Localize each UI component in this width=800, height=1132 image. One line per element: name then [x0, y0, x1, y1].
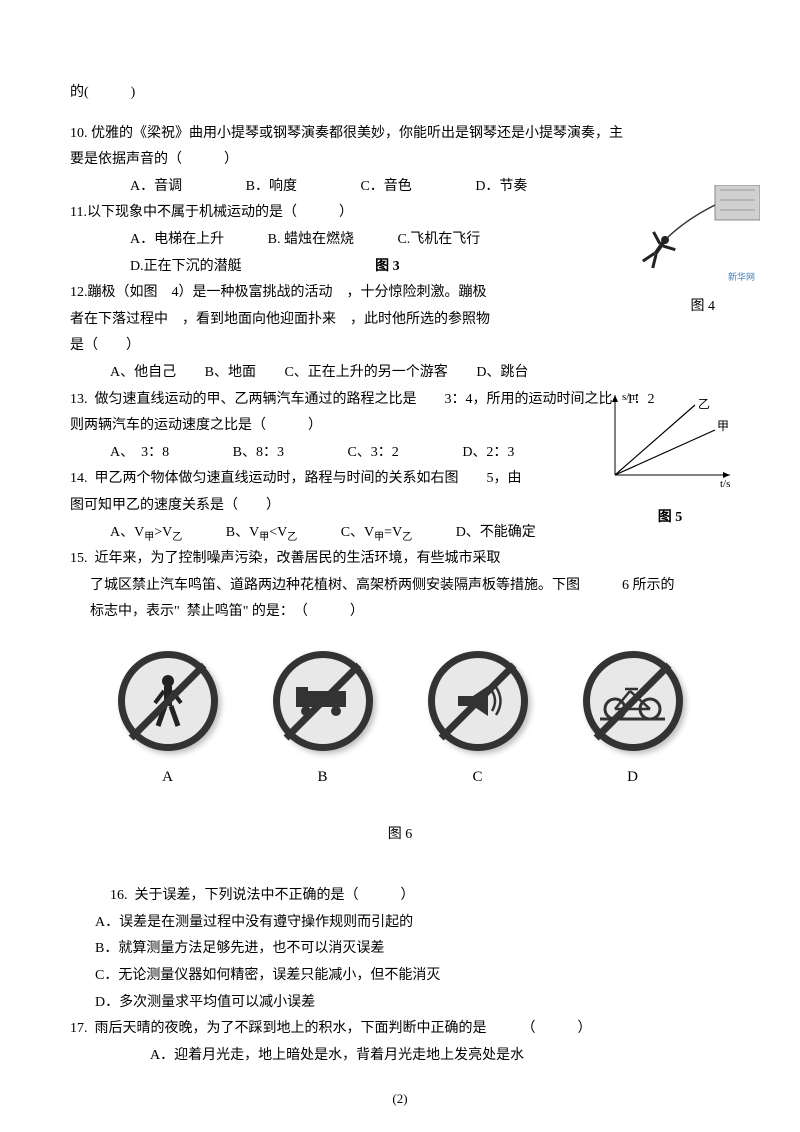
q12-line3: 是（ ） — [70, 333, 730, 360]
bungee-image: 新华网 — [615, 185, 760, 285]
q10-opt-d: D．节奏 — [475, 174, 527, 201]
q17-line1: 17. 雨后天晴的夜晚，为了不踩到地上的积水，下面判断中正确的是 （ ） — [70, 1016, 730, 1043]
velocity-graph: s/m t/s 乙 甲 图 5 — [600, 390, 740, 510]
svg-text:s/m: s/m — [622, 391, 638, 403]
sign-b: B — [273, 651, 373, 792]
fig4-label: 图 4 — [691, 294, 716, 321]
no-truck-icon — [273, 651, 373, 751]
q14-opt-c: C、V甲=V乙 — [341, 520, 412, 547]
q10-opt-a: A．音调 — [130, 174, 182, 201]
fig5-label: 图 5 — [600, 505, 740, 532]
q12-opt-b: B、地面 — [205, 360, 256, 387]
q14-opt-d: D、不能确定 — [456, 520, 536, 547]
q12-opt-a: A、他自己 — [110, 360, 176, 387]
q12-line2: 者在下落过程中 ，看到地面向他迎面扑来 ，此时他所选的参照物 — [70, 307, 730, 334]
q16-opt-d: D．多次测量求平均值可以减小误差 — [70, 990, 730, 1017]
q14-opt-a: A、V甲>V乙 — [110, 520, 182, 547]
q12-options: A、他自己 B、地面 C、正在上升的另一个游客 D、跳台 — [70, 360, 730, 387]
sign-a-label: A — [118, 763, 218, 792]
q13-opt-a: A、 3：8 — [110, 440, 169, 467]
q13-opt-d: D、2：3 — [462, 440, 514, 467]
sign-d: D — [583, 651, 683, 792]
q12-opt-c: C、正在上升的另一个游客 — [284, 360, 447, 387]
sign-d-label: D — [583, 763, 683, 792]
sign-a: A — [118, 651, 218, 792]
q10-opt-c: C．音色 — [360, 174, 411, 201]
q16-opt-a: A．误差是在测量过程中没有遵守操作规则而引起的 — [70, 910, 730, 937]
svg-text:乙: 乙 — [698, 397, 710, 411]
fig3-label: 图 3 — [375, 259, 400, 274]
q17-opt-a: A．迎着月光走，地上暗处是水，背着月光走地上发亮处是水 — [70, 1043, 730, 1070]
svg-text:新华网: 新华网 — [728, 271, 755, 282]
q16-opt-c: C．无论测量仪器如何精密，误差只能减小，但不能消灭 — [70, 963, 730, 990]
svg-text:甲: 甲 — [717, 419, 729, 433]
q11-opt-b: B. 蜡烛在燃烧 — [268, 227, 354, 254]
svg-text:t/s: t/s — [720, 478, 730, 490]
q14-opt-b: B、V甲<V乙 — [226, 520, 297, 547]
q15-line3: 标志中，表示" 禁止鸣笛" 的是： （ ） — [70, 599, 730, 626]
q16-opt-b: B．就算测量方法足够先进，也不可以消灭误差 — [70, 936, 730, 963]
q15-line1: 15. 近年来，为了控制噪声污染，改善居民的生活环境，有些城市采取 — [70, 546, 730, 573]
q10-opt-b: B．响度 — [246, 174, 297, 201]
q13-opt-b: B、8：3 — [233, 440, 284, 467]
question-prefix: 的( ) — [70, 80, 730, 107]
q10-line2: 要是依据声音的（ ） — [70, 147, 730, 174]
no-horn-icon — [428, 651, 528, 751]
q12-opt-d: D、跳台 — [476, 360, 528, 387]
q11-opt-a: A．电梯在上升 — [130, 227, 224, 254]
signs-row: A B C — [90, 651, 710, 792]
q16-line1: 16. 关于误差，下列说法中不正确的是（ ） — [70, 883, 730, 910]
sign-c: C — [428, 651, 528, 792]
q10-line1: 10. 优雅的《梁祝》曲用小提琴或钢琴演奏都很美妙，你能听出是钢琴还是小提琴演奏… — [70, 121, 730, 148]
q11-opt-c: C.飞机在飞行 — [397, 227, 480, 254]
no-bicycle-icon — [583, 651, 683, 751]
fig6-label: 图 6 — [70, 822, 730, 849]
page-number: (2) — [0, 1087, 800, 1112]
sign-c-label: C — [428, 763, 528, 792]
q13-opt-c: C、3：2 — [347, 440, 398, 467]
q11-opt-d: D.正在下沉的潜艇 — [130, 259, 242, 274]
no-pedestrian-icon — [118, 651, 218, 751]
sign-b-label: B — [273, 763, 373, 792]
q15-line2: 了城区禁止汽车鸣笛、道路两边种花植树、高架桥两侧安装隔声板等措施。下图 6 所示… — [70, 573, 730, 600]
